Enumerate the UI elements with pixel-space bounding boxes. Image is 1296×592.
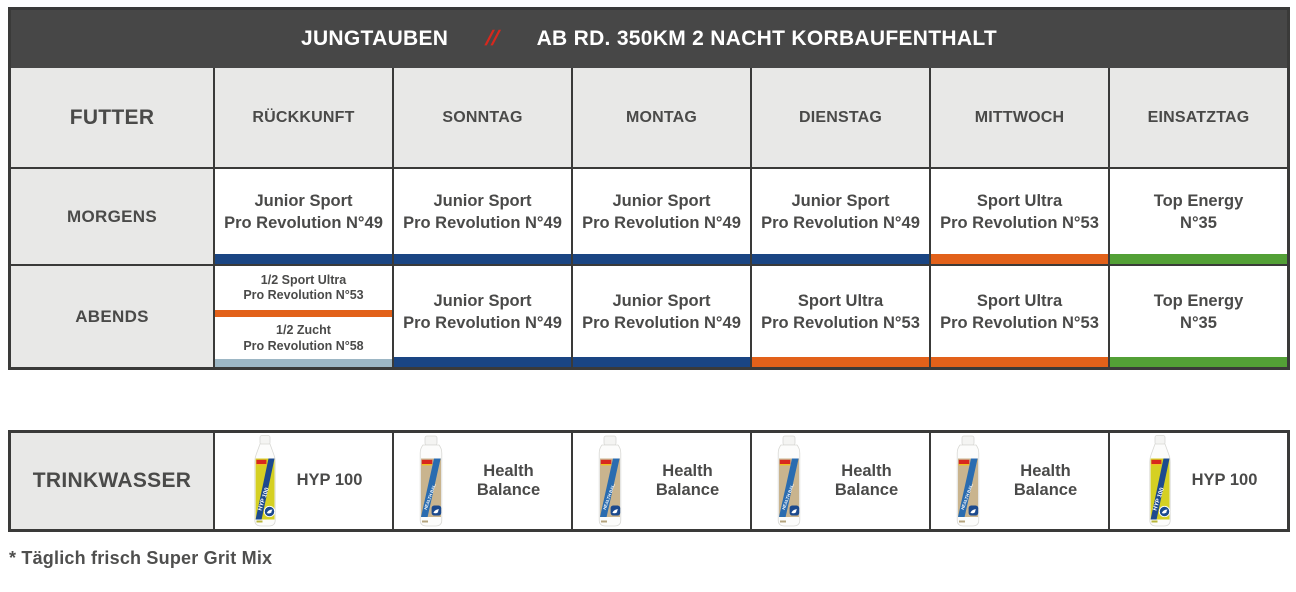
product-name: 1/2 Zucht Pro Revolution N°58 <box>243 323 364 353</box>
water-cell: HEALTH BAL. Health Balance <box>571 433 750 529</box>
color-bar <box>573 254 750 264</box>
water-product-name: Health Balance <box>834 461 899 499</box>
feed-cell: Junior Sport Pro Revolution N°49 <box>750 169 929 264</box>
feed-cell: Junior Sport Pro Revolution N°49 <box>571 169 750 264</box>
feed-row-abends: ABENDS 1/2 Sport Ultra Pro Revolution N°… <box>11 264 1287 367</box>
feed-table: JUNGTAUBEN // AB RD. 350KM 2 NACHT KORBA… <box>8 7 1290 370</box>
color-bar <box>215 309 392 317</box>
feed-cell: Junior Sport Pro Revolution N°49 <box>213 169 392 264</box>
color-bar <box>394 357 571 367</box>
product-name: Sport Ultra Pro Revolution N°53 <box>761 291 920 332</box>
water-table: TRINKWASSER HYP 100 HYP 100 HEALTH BAL. <box>8 430 1290 532</box>
feed-cell: Sport Ultra Pro Revolution N°53 <box>929 169 1108 264</box>
feed-cell: Top Energy N°35 <box>1108 169 1287 264</box>
product-name: Junior Sport Pro Revolution N°49 <box>582 191 741 232</box>
feed-cell: Sport Ultra Pro Revolution N°53 <box>750 266 929 367</box>
color-bar <box>931 254 1108 264</box>
water-product-name: HYP 100 <box>1191 471 1258 490</box>
water-product-name: Health Balance <box>655 461 720 499</box>
bottle-health-balance: HEALTH BAL. <box>769 435 809 527</box>
split-half-bottom: 1/2 Zucht Pro Revolution N°58 <box>215 317 392 367</box>
feed-table-header-row: FUTTER RÜCKKUNFT SONNTAG MONTAG DIENSTAG… <box>11 68 1287 167</box>
product-name: Sport Ultra Pro Revolution N°53 <box>940 291 1099 332</box>
title-separator-icon: // <box>484 27 501 50</box>
water-product-name: Health Balance <box>476 461 541 499</box>
water-product-name: Health Balance <box>1013 461 1078 499</box>
feed-row-morgens: MORGENS Junior Sport Pro Revolution N°49… <box>11 167 1287 264</box>
day-header-einsatztag: EINSATZTAG <box>1108 68 1287 167</box>
product-name: Junior Sport Pro Revolution N°49 <box>582 291 741 332</box>
color-bar <box>931 357 1108 367</box>
product-name: Top Energy N°35 <box>1153 191 1244 232</box>
color-bar <box>394 254 571 264</box>
row-label-morgens: MORGENS <box>11 169 213 264</box>
bottle-health-balance-image: HEALTH BAL. <box>419 435 442 527</box>
day-header-sonntag: SONNTAG <box>392 68 571 167</box>
title-right: AB RD. 350KM 2 NACHT KORBAUFENTHALT <box>536 27 998 50</box>
bottle-hyp100: HYP 100 <box>1140 435 1180 527</box>
day-header-rueckkunft: RÜCKKUNFT <box>213 68 392 167</box>
product-name: Sport Ultra Pro Revolution N°53 <box>940 191 1099 232</box>
day-header-dienstag: DIENSTAG <box>750 68 929 167</box>
product-name: Junior Sport Pro Revolution N°49 <box>761 191 920 232</box>
footnote: * Täglich frisch Super Grit Mix <box>9 548 273 568</box>
day-header-mittwoch: MITTWOCH <box>929 68 1108 167</box>
bottle-hyp100-image: HYP 100 <box>254 435 276 527</box>
bottle-health-balance-image: HEALTH BAL. <box>777 435 800 527</box>
product-name: Top Energy N°35 <box>1153 291 1244 332</box>
feed-cell-split: 1/2 Sport Ultra Pro Revolution N°53 1/2 … <box>213 266 392 367</box>
split-half-top: 1/2 Sport Ultra Pro Revolution N°53 <box>215 266 392 317</box>
water-cell: HEALTH BAL. Health Balance <box>750 433 929 529</box>
water-cell: HEALTH BAL. Health Balance <box>392 433 571 529</box>
color-bar <box>752 357 929 367</box>
corner-label-futter: FUTTER <box>11 68 213 167</box>
color-bar <box>752 254 929 264</box>
water-cell: HYP 100 HYP 100 <box>213 433 392 529</box>
day-header-montag: MONTAG <box>571 68 750 167</box>
feeding-plan-page: JUNGTAUBEN // AB RD. 350KM 2 NACHT KORBA… <box>8 7 1290 568</box>
feed-cell: Junior Sport Pro Revolution N°49 <box>571 266 750 367</box>
water-product-name: HYP 100 <box>296 471 363 490</box>
color-bar <box>573 357 750 367</box>
bottle-health-balance: HEALTH BAL. <box>411 435 451 527</box>
color-bar <box>215 359 392 367</box>
product-name: Junior Sport Pro Revolution N°49 <box>403 291 562 332</box>
title-bar: JUNGTAUBEN // AB RD. 350KM 2 NACHT KORBA… <box>11 10 1287 68</box>
water-cell: HEALTH BAL. Health Balance <box>929 433 1108 529</box>
row-label-trinkwasser: TRINKWASSER <box>11 433 213 529</box>
bottle-health-balance-image: HEALTH BAL. <box>598 435 621 527</box>
title-left: JUNGTAUBEN <box>300 27 449 50</box>
feed-cell: Sport Ultra Pro Revolution N°53 <box>929 266 1108 367</box>
row-label-abends: ABENDS <box>11 266 213 367</box>
water-row: TRINKWASSER HYP 100 HYP 100 HEALTH BAL. <box>11 433 1287 529</box>
product-name: Junior Sport Pro Revolution N°49 <box>403 191 562 232</box>
feed-cell: Top Energy N°35 <box>1108 266 1287 367</box>
bottle-hyp100-image: HYP 100 <box>1149 435 1171 527</box>
color-bar <box>1110 357 1287 367</box>
bottle-health-balance: HEALTH BAL. <box>948 435 988 527</box>
bottle-health-balance-image: HEALTH BAL. <box>956 435 979 527</box>
water-cell: HYP 100 HYP 100 <box>1108 433 1287 529</box>
feed-cell: Junior Sport Pro Revolution N°49 <box>392 266 571 367</box>
color-bar <box>1110 254 1287 264</box>
feed-cell: Junior Sport Pro Revolution N°49 <box>392 169 571 264</box>
product-name: Junior Sport Pro Revolution N°49 <box>224 191 383 232</box>
product-name: 1/2 Sport Ultra Pro Revolution N°53 <box>243 272 364 303</box>
color-bar <box>215 254 392 264</box>
bottle-health-balance: HEALTH BAL. <box>590 435 630 527</box>
bottle-hyp100: HYP 100 <box>245 435 285 527</box>
